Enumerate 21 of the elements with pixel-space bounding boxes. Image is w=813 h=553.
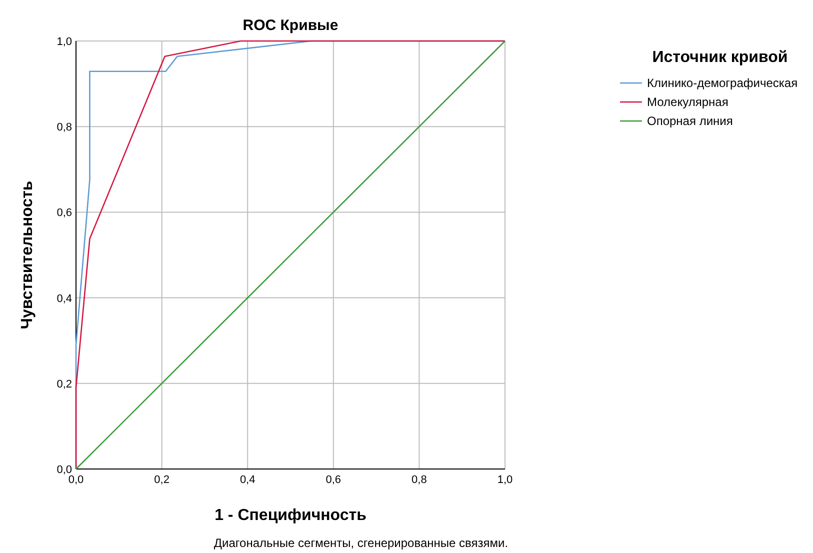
x-tick-label: 0,8 bbox=[412, 474, 427, 486]
x-tick-label: 0,2 bbox=[154, 474, 170, 486]
x-tick-label: 0,0 bbox=[68, 474, 84, 486]
y-tick-label: 0,0 bbox=[56, 464, 72, 476]
x-axis-title: 1 - Специфичность bbox=[214, 507, 367, 524]
x-tick-label: 0,4 bbox=[240, 474, 256, 486]
x-tick-label: 0,6 bbox=[326, 474, 342, 486]
text: Диагональные сегменты, сгенерированные связями. bbox=[214, 536, 508, 550]
legend-label: Опорная линия bbox=[647, 114, 733, 128]
legend-label: Клинико-демографическая bbox=[647, 76, 798, 90]
x-tick-label: 1,0 bbox=[497, 474, 513, 486]
line-series bbox=[75, 40, 506, 470]
y-tick-label: 1,0 bbox=[56, 36, 72, 48]
legend-title: Источник кривой bbox=[652, 49, 788, 66]
legend-label: Молекулярная bbox=[647, 95, 728, 109]
y-tick-label: 0,6 bbox=[56, 207, 72, 220]
y-tick-label: 0,2 bbox=[56, 378, 72, 390]
y-tick-label: 0,8 bbox=[56, 122, 72, 134]
y-axis-title: Чувствительность bbox=[19, 180, 36, 330]
y-tick-label: 0,4 bbox=[56, 292, 72, 305]
chart-title: ROC Кривые bbox=[242, 17, 338, 34]
